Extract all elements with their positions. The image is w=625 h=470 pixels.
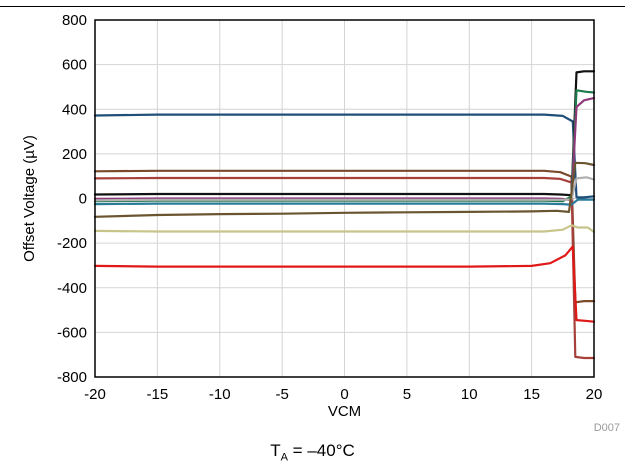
x-tick-label: 5: [403, 386, 411, 403]
y-tick-label: -600: [57, 324, 87, 341]
condition-value: = –40°C: [287, 441, 355, 460]
x-axis-title: VCM: [328, 403, 361, 420]
x-tick-label: 20: [586, 386, 603, 403]
y-tick-labels: 800 600 400 200 0 -200 -400 -600 -800: [57, 12, 87, 386]
temperature-condition: TA = –40°C: [0, 441, 625, 463]
series-group: [93, 70, 596, 360]
figure-code: D007: [594, 422, 620, 434]
y-tick-label: 200: [62, 146, 87, 163]
x-tick-labels: -20 -15 -10 -5 0 5 10 15 20: [84, 386, 602, 403]
series-line-7: [93, 198, 596, 206]
x-tick-label: 10: [461, 386, 478, 403]
y-tick-label: 600: [62, 57, 87, 74]
y-tick-label: -200: [57, 235, 87, 252]
x-tick-label: -10: [209, 386, 231, 403]
x-tick-label: 0: [340, 386, 348, 403]
y-tick-label: 0: [79, 191, 87, 208]
x-tick-label: -20: [84, 386, 106, 403]
x-tick-label: -5: [275, 386, 288, 403]
y-tick-label: 400: [62, 101, 87, 118]
series-line-11: [93, 245, 596, 323]
series-line-8: [93, 176, 596, 202]
y-tick-label: 800: [62, 12, 87, 29]
series-line-3: [93, 176, 596, 360]
series-line-6: [93, 96, 596, 202]
series-line-4: [93, 70, 596, 197]
plot-frame: [94, 19, 595, 378]
series-line-9: [93, 161, 596, 218]
y-tick-label: -800: [57, 369, 87, 386]
series-line-10: [93, 224, 596, 234]
y-tick-label: -400: [57, 280, 87, 297]
series-line-1: [93, 113, 596, 199]
y-axis-title: Offset Voltage (µV): [21, 135, 38, 262]
condition-symbol: T: [270, 441, 281, 460]
top-rule: [0, 6, 625, 7]
condition-subscript: A: [280, 451, 288, 464]
series-line-2: [93, 169, 596, 304]
x-tick-label: 15: [523, 386, 540, 403]
x-tick-label: -15: [147, 386, 169, 403]
